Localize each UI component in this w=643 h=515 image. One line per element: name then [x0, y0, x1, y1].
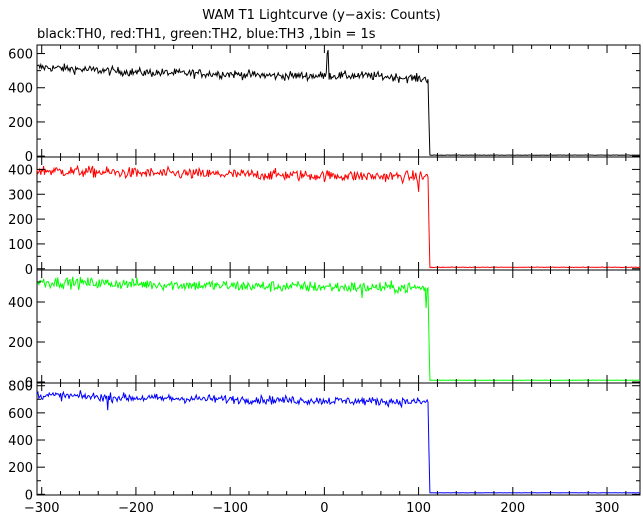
y-tick-label: 200 [8, 116, 33, 131]
x-tick-label: 0 [320, 501, 328, 515]
y-tick-label: 200 [8, 461, 33, 476]
y-tick-label: 100 [8, 238, 33, 253]
panel-frame [36, 382, 641, 496]
y-tick-label: 0 [25, 488, 33, 503]
y-tick-label: 400 [8, 82, 33, 97]
x-tick-label: 300 [595, 501, 620, 515]
panel-th1: 0 100 200 300 400 [8, 156, 641, 278]
series-th2-line [36, 276, 640, 381]
y-tick-label: 600 [8, 407, 33, 422]
panel-th0: 0 200 400 600 [8, 44, 641, 165]
y-tick-label: 200 [8, 336, 33, 351]
y-tick-label: 400 [8, 434, 33, 449]
y-tick-label: 0 [25, 150, 33, 165]
y-tick-label: 0 [25, 263, 33, 278]
panel-frame [36, 44, 641, 158]
series-th1-line [36, 164, 641, 269]
y-tick-label: 400 [8, 163, 33, 178]
series-th3-line [36, 390, 640, 494]
x-tick-label: 200 [500, 501, 525, 515]
y-tick-label: 300 [8, 188, 33, 203]
chart-title: WAM T1 Lightcurve (y−axis: Counts) [202, 8, 441, 23]
chart-subtitle: black:TH0, red:TH1, green:TH2, blue:TH3 … [37, 27, 376, 42]
panel-th3: 0 200 400 600 800 [8, 380, 641, 503]
y-tick-label: 200 [8, 213, 33, 228]
x-tick-label: −100 [212, 501, 248, 515]
y-tick-label: 600 [8, 48, 33, 63]
y-tick-label: 800 [8, 380, 33, 395]
x-tick-label: 100 [406, 501, 431, 515]
panel-th2: 0 200 400 [8, 269, 641, 391]
y-tick-label: 400 [8, 296, 33, 311]
x-tick-label: −300 [24, 501, 60, 515]
x-tick-label: −200 [118, 501, 154, 515]
series-th0-line [36, 49, 641, 156]
y-tick-label: 0 [25, 376, 33, 391]
